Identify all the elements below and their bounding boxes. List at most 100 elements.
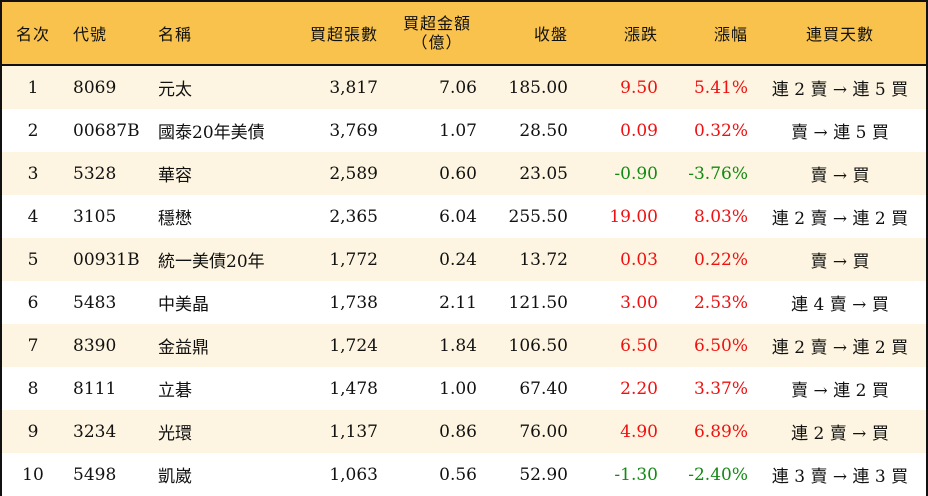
cell-code: 00931B (73, 249, 140, 270)
cell-pct: 0.22% (693, 249, 748, 270)
header-volume: 買超張數 (309, 25, 378, 44)
cell-amount: 1.07 (439, 120, 477, 141)
cell-pct: 8.03% (693, 206, 748, 227)
cell-amount: 0.60 (439, 163, 477, 184)
cell-pct: 2.53% (693, 292, 748, 313)
cell-pct: 5.41% (693, 77, 748, 98)
cell-volume: 1,724 (329, 335, 378, 356)
cell-change: 0.09 (620, 120, 658, 141)
header-close: 收盤 (533, 25, 568, 44)
cell-code: 8111 (73, 378, 117, 399)
header-rank: 名次 (15, 25, 50, 44)
cell-volume: 1,772 (329, 249, 378, 270)
cell-days: 連 2 賣 → 連 2 買 (771, 338, 909, 358)
cell-code: 3105 (73, 206, 117, 227)
header-amount-label: 買超金額 (402, 14, 471, 33)
cell-volume: 1,478 (329, 378, 378, 399)
cell-rank: 1 (27, 77, 39, 98)
cell-days: 賣 → 買 (810, 166, 870, 186)
cell-name: 統一美債20年 (158, 252, 265, 272)
cell-amount: 6.04 (439, 206, 477, 227)
cell-rank: 9 (27, 421, 39, 442)
header-pct: 漲幅 (713, 25, 748, 44)
cell-close: 67.40 (519, 378, 568, 399)
cell-volume: 1,738 (329, 292, 378, 313)
cell-volume: 2,365 (329, 206, 378, 227)
cell-amount: 0.86 (439, 421, 477, 442)
table-row: 3 5328 華容 2,589 0.60 23.05 -0.90 -3.76% 賣 → 買 (2, 152, 926, 195)
cell-pct: 6.50% (693, 335, 748, 356)
table-header: 名次 代號 名稱 買超張數 買超金額 （億） 收盤 漲跌 漲幅 連買天數 (2, 2, 926, 66)
cell-rank: 6 (27, 292, 39, 313)
cell-name: 凱崴 (158, 467, 192, 487)
table-row: 6 5483 中美晶 1,738 2.11 121.50 3.00 2.53% 連 4 賣 → … (2, 281, 926, 324)
cell-name: 光環 (158, 424, 192, 444)
cell-code: 3234 (73, 421, 117, 442)
header-amount-unit: （億） (411, 33, 463, 52)
cell-rank: 5 (27, 249, 39, 270)
cell-rank: 7 (27, 335, 39, 356)
cell-days: 連 3 賣 → 連 3 買 (771, 467, 909, 487)
cell-amount: 7.06 (439, 77, 477, 98)
cell-pct: 0.32% (693, 120, 748, 141)
cell-amount: 2.11 (439, 292, 477, 313)
table-row: 7 8390 金益鼎 1,724 1.84 106.50 6.50 6.50% 連 2 賣 → … (2, 324, 926, 367)
table-row: 2 00687B 國泰20年美債 3,769 1.07 28.50 0.09 0.32% 賣 →… (2, 109, 926, 152)
cell-pct: -3.76% (688, 163, 748, 184)
cell-volume: 2,589 (329, 163, 378, 184)
cell-code: 5328 (73, 163, 117, 184)
cell-code: 8069 (73, 77, 117, 98)
cell-rank: 2 (27, 120, 39, 141)
cell-change: 0.03 (620, 249, 658, 270)
cell-volume: 3,769 (329, 120, 378, 141)
cell-close: 121.50 (508, 292, 568, 313)
cell-name: 金益鼎 (158, 338, 209, 358)
cell-change: 6.50 (620, 335, 658, 356)
header-days: 連買天數 (805, 25, 874, 44)
header-code: 代號 (73, 25, 108, 44)
cell-days: 連 2 賣 → 連 5 買 (771, 80, 909, 100)
cell-close: 76.00 (519, 421, 568, 442)
cell-days: 連 4 賣 → 買 (791, 295, 889, 315)
cell-rank: 8 (27, 378, 39, 399)
header-amount: 買超金額 （億） (392, 2, 482, 64)
cell-close: 185.00 (508, 77, 568, 98)
table-row: 10 5498 凱崴 1,063 0.56 52.90 -1.30 -2.40% 連 3 賣 →… (2, 453, 926, 496)
cell-change: -0.90 (614, 163, 658, 184)
cell-name: 中美晶 (158, 295, 209, 315)
cell-volume: 3,817 (329, 77, 378, 98)
cell-name: 立碁 (158, 381, 192, 401)
cell-pct: 3.37% (693, 378, 748, 399)
cell-code: 00687B (73, 120, 140, 141)
cell-change: 2.20 (620, 378, 658, 399)
header-name: 名稱 (158, 25, 193, 44)
cell-change: 3.00 (620, 292, 658, 313)
cell-change: 4.90 (620, 421, 658, 442)
table-row: 4 3105 穩懋 2,365 6.04 255.50 19.00 8.03% 連 2 賣 → … (2, 195, 926, 238)
cell-amount: 1.84 (439, 335, 477, 356)
cell-name: 穩懋 (158, 209, 192, 229)
cell-change: -1.30 (614, 464, 658, 485)
cell-pct: 6.89% (693, 421, 748, 442)
cell-name: 國泰20年美債 (158, 123, 265, 143)
cell-rank: 3 (27, 163, 39, 184)
cell-volume: 1,063 (329, 464, 378, 485)
cell-close: 52.90 (519, 464, 568, 485)
cell-amount: 0.24 (439, 249, 477, 270)
cell-close: 106.50 (508, 335, 568, 356)
cell-close: 255.50 (508, 206, 568, 227)
cell-change: 19.00 (609, 206, 658, 227)
table-row: 8 8111 立碁 1,478 1.00 67.40 2.20 3.37% 賣 → 連 2 買 (2, 367, 926, 410)
cell-days: 賣 → 連 5 買 (791, 123, 889, 143)
cell-close: 23.05 (519, 163, 568, 184)
cell-close: 13.72 (519, 249, 568, 270)
cell-code: 5498 (73, 464, 117, 485)
cell-name: 元太 (158, 80, 192, 100)
cell-code: 8390 (73, 335, 117, 356)
cell-days: 連 2 賣 → 連 2 買 (771, 209, 909, 229)
cell-code: 5483 (73, 292, 117, 313)
cell-rank: 4 (27, 206, 39, 227)
header-change: 漲跌 (623, 25, 658, 44)
cell-pct: -2.40% (688, 464, 748, 485)
